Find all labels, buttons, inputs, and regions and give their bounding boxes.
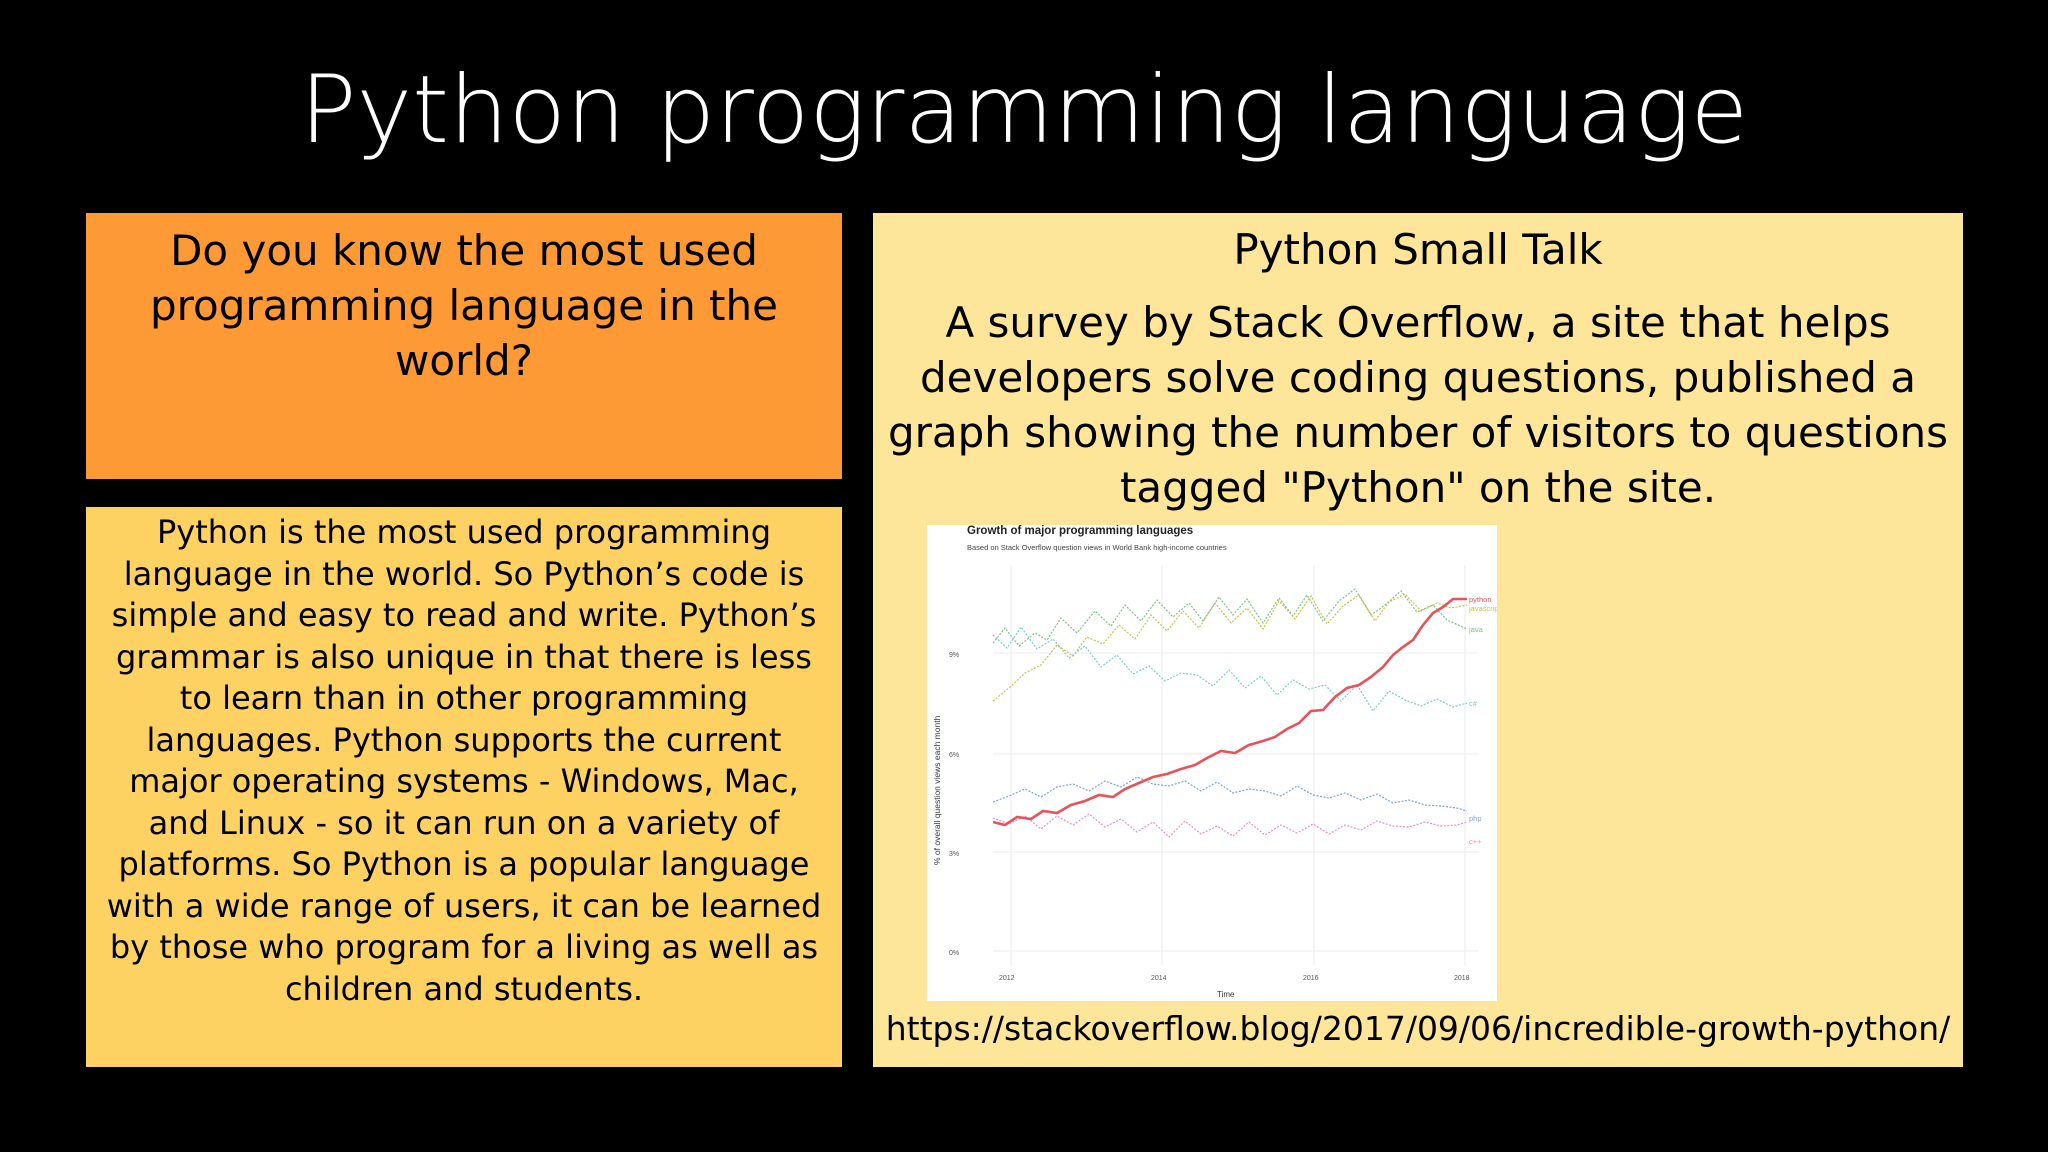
- java-line: [992, 588, 1468, 647]
- series-label-php: php: [1469, 814, 1482, 823]
- cpp-line: [992, 813, 1468, 838]
- answer-box: Python is the most used programming lang…: [86, 507, 842, 1067]
- question-text: Do you know the most used programming la…: [150, 226, 778, 385]
- x-tick-label: 2012: [999, 975, 1015, 982]
- javascript-line: [992, 593, 1468, 702]
- x-axis-label: Time: [1217, 990, 1235, 999]
- info-heading: Python Small Talk: [1233, 225, 1603, 274]
- graph-subtitle: Based on Stack Overflow question views i…: [967, 543, 1227, 552]
- series-label-cpp: c++: [1469, 837, 1482, 846]
- php-line: [992, 776, 1468, 812]
- y-axis-label: % of overall question views each month: [932, 715, 942, 865]
- x-tick-label: 2016: [1303, 975, 1319, 982]
- y-tick-label: 9%: [949, 652, 959, 659]
- question-box: Do you know the most used programming la…: [86, 213, 842, 479]
- slide-title: Python programming language: [299, 56, 1749, 165]
- language-growth-graph: Growth of major programming languages Ba…: [927, 525, 1502, 1001]
- series-label-javascript: javascript: [1468, 604, 1497, 613]
- python-line: [992, 597, 1467, 827]
- series-label-csharp: c#: [1469, 699, 1478, 708]
- y-tick-label: 3%: [949, 851, 959, 858]
- info-box: Python Small Talk A survey by Stack Over…: [873, 213, 1963, 1067]
- answer-text: Python is the most used programming lang…: [106, 513, 822, 1008]
- csharp-line: [992, 625, 1468, 713]
- series-label-python: python: [1469, 595, 1492, 604]
- source-url[interactable]: https://stackoverflow.blog/2017/09/06/in…: [885, 1009, 1951, 1048]
- x-tick-label: 2018: [1454, 975, 1470, 982]
- x-tick-label: 2014: [1151, 975, 1167, 982]
- gridlines: [993, 565, 1479, 965]
- y-tick-label: 6%: [949, 752, 959, 759]
- info-body: A survey by Stack Overflow, a site that …: [887, 298, 1949, 512]
- graph-title: Growth of major programming languages: [967, 525, 1193, 537]
- y-tick-label: 0%: [949, 950, 959, 957]
- series-label-java: java: [1468, 625, 1484, 634]
